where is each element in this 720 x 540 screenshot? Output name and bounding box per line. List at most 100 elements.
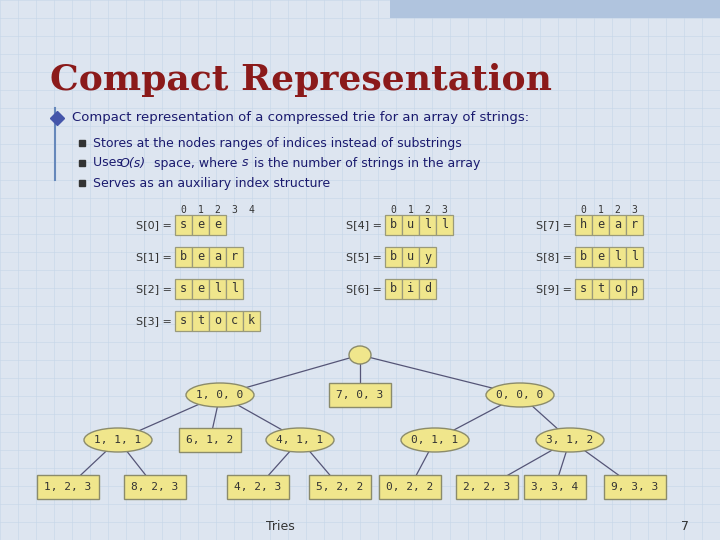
FancyBboxPatch shape [227, 475, 289, 499]
FancyBboxPatch shape [385, 247, 402, 267]
Text: d: d [424, 282, 431, 295]
FancyBboxPatch shape [379, 475, 441, 499]
Ellipse shape [536, 428, 604, 452]
Text: S[0] =: S[0] = [136, 220, 172, 230]
Text: y: y [424, 251, 431, 264]
Ellipse shape [401, 428, 469, 452]
Text: 0: 0 [580, 205, 586, 215]
Text: 1, 1, 1: 1, 1, 1 [94, 435, 142, 445]
Text: 5, 2, 2: 5, 2, 2 [316, 482, 364, 492]
FancyBboxPatch shape [209, 279, 226, 299]
Text: e: e [214, 219, 221, 232]
Text: k: k [248, 314, 255, 327]
Text: Compact representation of a compressed trie for an array of strings:: Compact representation of a compressed t… [72, 111, 529, 125]
Text: 9, 3, 3: 9, 3, 3 [611, 482, 659, 492]
Ellipse shape [349, 346, 371, 364]
FancyBboxPatch shape [609, 279, 626, 299]
Text: 2: 2 [615, 205, 621, 215]
FancyBboxPatch shape [524, 475, 586, 499]
FancyBboxPatch shape [175, 215, 192, 235]
Text: space, where: space, where [150, 157, 241, 170]
FancyBboxPatch shape [226, 311, 243, 331]
FancyBboxPatch shape [309, 475, 371, 499]
FancyBboxPatch shape [385, 279, 402, 299]
FancyBboxPatch shape [209, 311, 226, 331]
FancyBboxPatch shape [604, 475, 666, 499]
Text: S[4] =: S[4] = [346, 220, 382, 230]
FancyBboxPatch shape [329, 383, 391, 407]
Text: 0, 1, 1: 0, 1, 1 [411, 435, 459, 445]
Ellipse shape [486, 383, 554, 407]
Text: e: e [197, 219, 204, 232]
Text: S[6] =: S[6] = [346, 284, 382, 294]
Text: Compact Representation: Compact Representation [50, 63, 552, 97]
Ellipse shape [266, 428, 334, 452]
Text: 3: 3 [441, 205, 447, 215]
FancyBboxPatch shape [175, 311, 192, 331]
FancyBboxPatch shape [192, 279, 209, 299]
Text: a: a [614, 219, 621, 232]
FancyBboxPatch shape [592, 279, 609, 299]
FancyBboxPatch shape [192, 311, 209, 331]
Text: 3: 3 [232, 205, 238, 215]
FancyBboxPatch shape [209, 247, 226, 267]
Text: l: l [231, 282, 238, 295]
Text: h: h [580, 219, 587, 232]
FancyBboxPatch shape [419, 247, 436, 267]
Text: o: o [614, 282, 621, 295]
Text: Stores at the nodes ranges of indices instead of substrings: Stores at the nodes ranges of indices in… [93, 137, 462, 150]
Text: 0, 2, 2: 0, 2, 2 [387, 482, 433, 492]
Text: o: o [214, 314, 221, 327]
FancyBboxPatch shape [575, 279, 592, 299]
Text: 8, 2, 3: 8, 2, 3 [131, 482, 179, 492]
Text: S[2] =: S[2] = [136, 284, 172, 294]
Text: 3: 3 [631, 205, 637, 215]
Text: 3, 3, 4: 3, 3, 4 [531, 482, 579, 492]
Text: 1, 0, 0: 1, 0, 0 [197, 390, 243, 400]
FancyBboxPatch shape [37, 475, 99, 499]
Text: l: l [214, 282, 221, 295]
FancyBboxPatch shape [226, 279, 243, 299]
Text: is the number of strings in the array: is the number of strings in the array [250, 157, 480, 170]
Text: 1: 1 [197, 205, 204, 215]
Text: 0, 0, 0: 0, 0, 0 [496, 390, 544, 400]
Text: b: b [580, 251, 587, 264]
Text: 0: 0 [390, 205, 397, 215]
Text: 4: 4 [248, 205, 254, 215]
Text: e: e [597, 219, 604, 232]
Text: O(s): O(s) [119, 157, 145, 170]
Text: 4, 1, 1: 4, 1, 1 [276, 435, 323, 445]
FancyBboxPatch shape [436, 215, 453, 235]
Text: s: s [180, 219, 187, 232]
FancyBboxPatch shape [592, 247, 609, 267]
FancyBboxPatch shape [124, 475, 186, 499]
Text: 1, 2, 3: 1, 2, 3 [45, 482, 91, 492]
Text: 1: 1 [598, 205, 603, 215]
Text: b: b [390, 251, 397, 264]
Text: i: i [407, 282, 414, 295]
Text: 2, 2, 3: 2, 2, 3 [464, 482, 510, 492]
FancyBboxPatch shape [575, 215, 592, 235]
FancyBboxPatch shape [456, 475, 518, 499]
Text: e: e [197, 282, 204, 295]
FancyBboxPatch shape [226, 247, 243, 267]
FancyBboxPatch shape [175, 279, 192, 299]
Text: 0: 0 [181, 205, 186, 215]
Text: 7, 0, 3: 7, 0, 3 [336, 390, 384, 400]
Text: c: c [231, 314, 238, 327]
FancyBboxPatch shape [626, 279, 643, 299]
Text: l: l [441, 219, 448, 232]
Text: s: s [242, 157, 248, 170]
FancyBboxPatch shape [385, 215, 402, 235]
Text: e: e [197, 251, 204, 264]
FancyBboxPatch shape [402, 247, 419, 267]
Text: S[9] =: S[9] = [536, 284, 572, 294]
Text: S[1] =: S[1] = [136, 252, 172, 262]
Text: r: r [231, 251, 238, 264]
Text: Uses: Uses [93, 157, 127, 170]
FancyBboxPatch shape [390, 0, 720, 18]
Text: 3, 1, 2: 3, 1, 2 [546, 435, 593, 445]
Text: b: b [390, 219, 397, 232]
Text: 1: 1 [408, 205, 413, 215]
FancyBboxPatch shape [402, 279, 419, 299]
